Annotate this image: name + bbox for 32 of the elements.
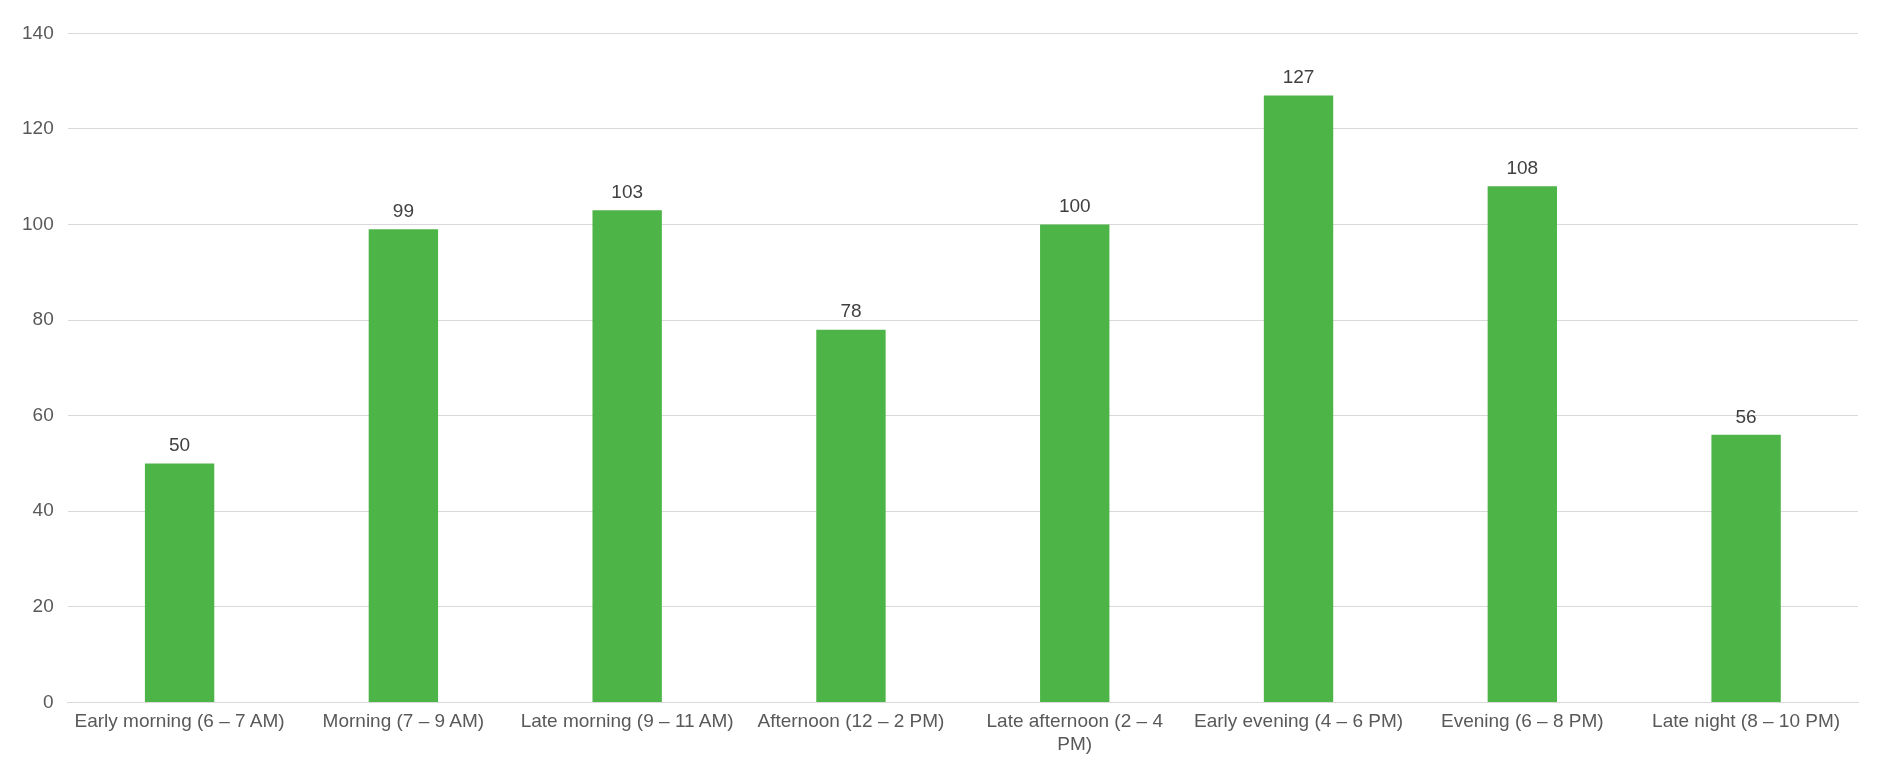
data-label: 127: [1282, 66, 1315, 88]
data-label: 56: [1735, 405, 1757, 427]
x-tick-label: Early morning (6 – 7 AM): [74, 710, 285, 732]
x-tick-label: Late morning (9 – 11 AM): [520, 710, 734, 732]
y-tick-label: 20: [32, 595, 54, 617]
bar: [144, 463, 215, 702]
y-tick-label: 60: [32, 403, 54, 425]
y-tick-label: 140: [22, 21, 54, 43]
bar: [592, 210, 662, 702]
bar: [1711, 434, 1781, 702]
bar: [816, 329, 886, 702]
y-tick-label: 120: [22, 117, 54, 139]
data-label: 50: [169, 434, 191, 456]
bar: [1263, 95, 1334, 702]
data-label: 100: [1058, 195, 1091, 217]
y-tick-label: 40: [32, 499, 54, 521]
data-label: 103: [611, 180, 644, 202]
y-tick-label: 100: [22, 212, 54, 234]
bar: [368, 229, 439, 702]
x-tick-label: Evening (6 – 8 PM): [1441, 710, 1604, 732]
data-label: 108: [1506, 157, 1539, 179]
data-label: 78: [840, 300, 862, 322]
y-tick-label: 0: [43, 690, 54, 712]
y-tick-label: 80: [32, 308, 54, 330]
x-tick-label: Afternoon (12 – 2 PM): [757, 710, 945, 732]
x-tick-label: Late night (8 – 10 PM): [1652, 710, 1841, 732]
data-label: 99: [392, 200, 414, 222]
x-tick-label: Early evening (4 – 6 PM): [1193, 710, 1404, 732]
x-tick-label: Morning (7 – 9 AM): [322, 710, 485, 732]
x-tick-label: Late afternoon (2 – 4 PM): [986, 710, 1164, 754]
bar: [1487, 186, 1558, 702]
bar: [1040, 224, 1110, 702]
